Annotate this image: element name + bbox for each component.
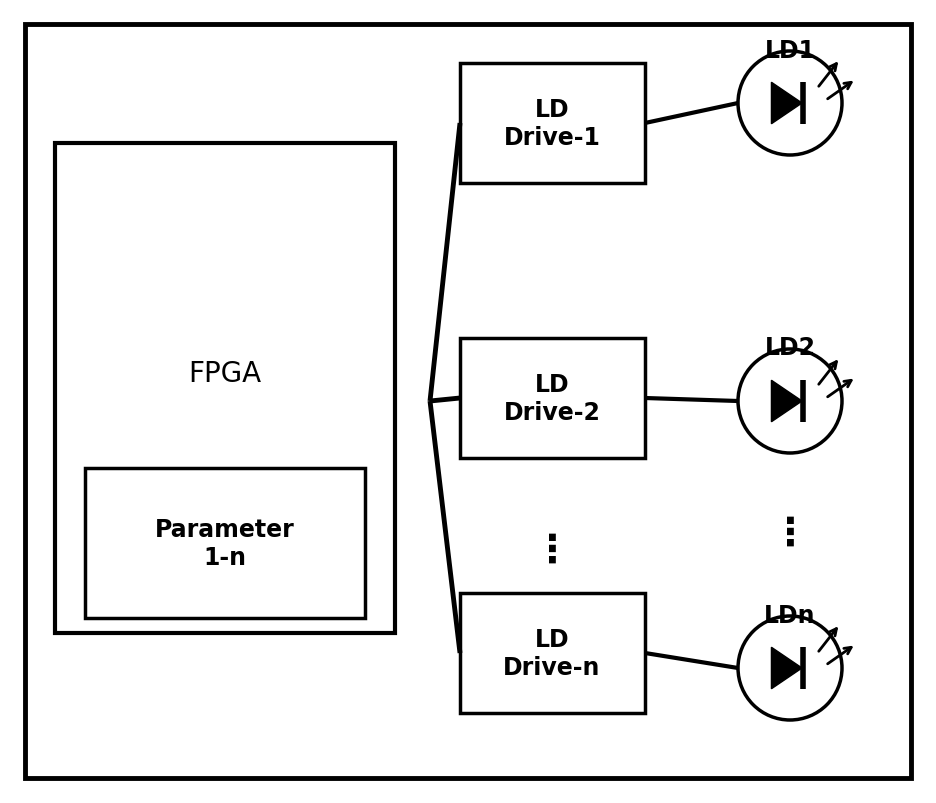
Text: LDn: LDn (765, 603, 816, 627)
Text: LD
Drive-n: LD Drive-n (504, 627, 601, 679)
Bar (55, 144, 395, 634)
Polygon shape (771, 647, 802, 689)
Text: LD
Drive-2: LD Drive-2 (504, 373, 600, 424)
Text: LD2: LD2 (765, 336, 815, 360)
Circle shape (738, 616, 842, 720)
Text: ⋮: ⋮ (533, 532, 572, 569)
Bar (85, 468, 365, 618)
Text: LD1: LD1 (765, 39, 815, 63)
Text: FPGA: FPGA (188, 360, 261, 388)
Bar (460, 64, 645, 184)
Circle shape (738, 52, 842, 156)
Text: Parameter
1-n: Parameter 1-n (155, 517, 295, 569)
Circle shape (738, 349, 842, 454)
Polygon shape (771, 381, 802, 422)
Polygon shape (771, 84, 802, 124)
Text: LD
Drive-1: LD Drive-1 (504, 98, 600, 149)
Text: ⋮: ⋮ (770, 515, 810, 552)
Bar (460, 339, 645, 459)
Bar (460, 593, 645, 713)
